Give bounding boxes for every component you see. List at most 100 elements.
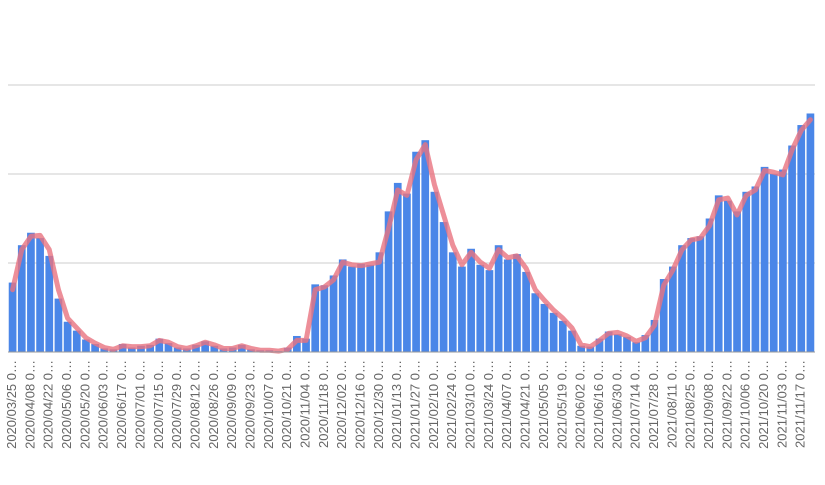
- bar: [384, 211, 393, 352]
- x-tick-label: 2021/04/07 0…: [499, 360, 514, 449]
- bar: [72, 330, 81, 352]
- x-tick-label: 2021/09/08 0…: [701, 360, 716, 449]
- bar: [659, 279, 668, 352]
- x-tick-label: 2020/04/08 0…: [22, 360, 37, 449]
- bar: [338, 259, 347, 352]
- x-tick-label: 2020/09/23 0…: [242, 360, 257, 449]
- x-tick-label: 2020/08/26 0…: [206, 360, 221, 449]
- x-tick-label: 2021/05/19 0…: [554, 360, 569, 449]
- x-tick-label: 2021/10/20 0…: [756, 360, 771, 449]
- bar: [779, 169, 787, 352]
- bar: [458, 266, 466, 352]
- x-tick-label: 2021/09/22 0…: [719, 360, 734, 449]
- x-tick-label: 2021/06/16 0…: [591, 360, 606, 449]
- bar: [705, 218, 714, 352]
- bar: [522, 271, 530, 352]
- bar: [687, 238, 696, 352]
- x-tick-label: 2021/07/28 0…: [646, 360, 661, 449]
- bar: [623, 336, 631, 352]
- bar: [467, 248, 475, 352]
- bar: [8, 282, 17, 352]
- x-tick-label: 2021/06/02 0…: [573, 360, 588, 449]
- x-tick-label: 2021/05/05 0…: [536, 360, 551, 449]
- bar: [595, 338, 604, 352]
- x-tick-label: 2020/03/25 0…: [4, 360, 19, 449]
- bar: [650, 319, 659, 352]
- x-tick-label: 2020/08/12 0…: [187, 360, 202, 449]
- bar: [127, 347, 136, 352]
- bar: [421, 140, 430, 352]
- x-tick-label: 2021/04/21 0…: [518, 360, 533, 449]
- bar: [604, 331, 613, 352]
- bar: [17, 245, 26, 352]
- x-tick-label: 2021/08/25 0…: [683, 360, 698, 449]
- x-tick-label: 2021/10/06 0…: [738, 360, 753, 449]
- x-tick-label: 2020/12/16 0…: [353, 360, 368, 449]
- bar: [82, 339, 90, 352]
- x-tick-label: 2020/07/15 0…: [151, 360, 166, 449]
- x-tick-label: 2021/01/13 0…: [389, 360, 404, 449]
- x-tick-label: 2021/02/24 0…: [444, 360, 459, 449]
- x-tick-label: 2020/05/20 0…: [77, 360, 92, 449]
- x-tick-label: 2020/04/22 0…: [41, 360, 56, 449]
- bar: [348, 266, 356, 352]
- bar: [63, 321, 72, 352]
- x-tick-label: 2020/06/17 0…: [114, 360, 129, 449]
- x-tick-label: 2020/12/02 0…: [334, 360, 349, 449]
- bar: [476, 264, 485, 352]
- bar: [632, 342, 641, 352]
- x-tick-label: 2021/08/11 0…: [664, 360, 679, 448]
- x-tick-label: 2020/07/01 0…: [132, 360, 147, 449]
- bar: [733, 211, 741, 352]
- bar: [45, 255, 54, 352]
- x-tick-label: 2020/10/21 0…: [279, 360, 294, 449]
- bar: [769, 174, 778, 352]
- bar: [329, 275, 338, 352]
- x-tick-label: 2021/07/14 0…: [628, 360, 643, 449]
- bar: [320, 285, 329, 352]
- bar: [577, 345, 586, 352]
- x-tick-label: 2021/11/03 0…: [774, 360, 789, 448]
- bar: [375, 252, 384, 352]
- bar: [586, 346, 595, 352]
- bar: [164, 343, 173, 352]
- bar: [201, 341, 210, 352]
- x-tick-label: 2020/12/30 0…: [371, 360, 386, 449]
- bar: [412, 151, 420, 352]
- bar: [724, 200, 732, 352]
- bar: [806, 113, 815, 352]
- bar: [558, 320, 567, 352]
- bar: [760, 166, 769, 352]
- bar: [146, 344, 154, 352]
- x-tick-label: 2020/05/06 0…: [59, 360, 74, 449]
- bar: [797, 125, 806, 352]
- bar: [36, 238, 44, 352]
- bar: [403, 193, 411, 352]
- bar: [192, 344, 200, 352]
- bar: [100, 348, 109, 352]
- bar: [293, 335, 301, 352]
- x-tick-label: 2020/06/03 0…: [96, 360, 111, 449]
- bar: [302, 338, 310, 352]
- bar: [27, 232, 35, 352]
- bar: [54, 298, 63, 352]
- x-tick-label: 2021/02/10 0…: [426, 360, 441, 449]
- bar: [237, 344, 246, 352]
- bar: [531, 293, 540, 352]
- bar: [513, 254, 521, 352]
- bar: [788, 145, 796, 352]
- bar: [439, 222, 448, 352]
- x-tick-label: 2020/10/07 0…: [261, 360, 276, 449]
- bar: [742, 191, 751, 352]
- bar: [366, 264, 375, 352]
- moving-average-line: [10, 117, 813, 354]
- x-tick-label: 2021/03/10 0…: [463, 360, 478, 449]
- bar: [155, 338, 164, 352]
- bar: [91, 343, 99, 352]
- bar: [540, 303, 549, 352]
- bar: [641, 335, 650, 352]
- bar: [669, 266, 677, 352]
- bar: [430, 191, 439, 352]
- bar: [173, 347, 182, 352]
